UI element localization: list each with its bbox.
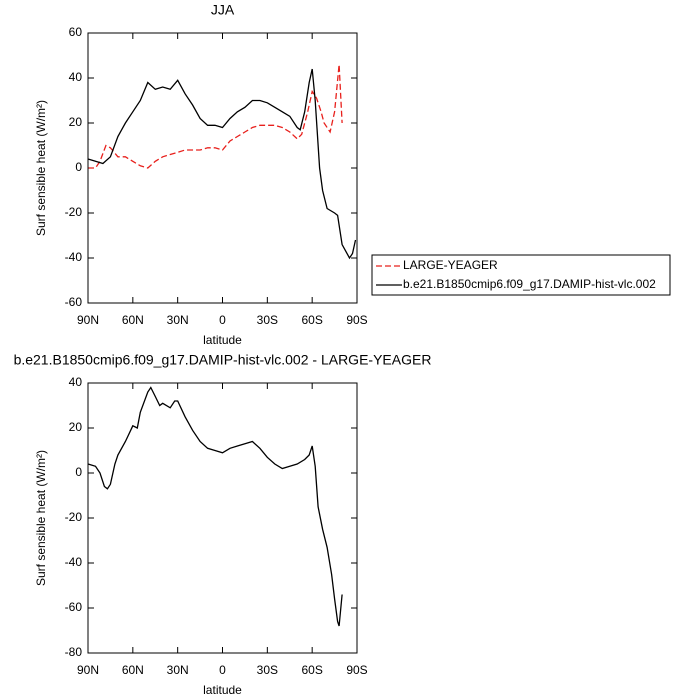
- y-tick-label: -40: [65, 250, 83, 264]
- y-tick-label: -40: [65, 555, 83, 569]
- x-tick-label: 30S: [257, 313, 278, 327]
- data-line: [87, 68, 357, 260]
- chart-title: JJA: [211, 2, 235, 18]
- x-tick-label: 90S: [346, 663, 367, 677]
- data-line: [87, 386, 343, 627]
- x-tick-label: 90S: [346, 313, 367, 327]
- x-tick-label: 30N: [167, 313, 189, 327]
- y-tick-label: -60: [65, 295, 83, 309]
- x-tick-label: 90N: [77, 663, 99, 677]
- x-tick-label: 30S: [257, 663, 278, 677]
- y-tick-label: 20: [69, 115, 83, 129]
- y-tick-label: 60: [69, 25, 83, 39]
- y-tick-label: -20: [65, 205, 83, 219]
- y-axis-label: Surf sensible heat (W/m²): [34, 450, 48, 586]
- chart-title: b.e21.B1850cmip6.f09_g17.DAMIP-hist-vlc.…: [14, 352, 432, 368]
- y-tick-label: -20: [65, 510, 83, 524]
- legend-box: [371, 254, 671, 296]
- x-tick-label: 30N: [167, 663, 189, 677]
- y-tick-label: -80: [65, 645, 83, 659]
- legend-label: b.e21.B1850cmip6.f09_g17.DAMIP-hist-vlc.…: [403, 277, 656, 291]
- x-tick-label: 0: [219, 663, 226, 677]
- x-tick-label: 0: [219, 313, 226, 327]
- y-tick-label: -60: [65, 600, 83, 614]
- x-tick-label: 60S: [301, 663, 322, 677]
- plot-frame: [87, 32, 358, 304]
- x-tick-label: 60N: [122, 313, 144, 327]
- x-axis-label: latitude: [203, 683, 242, 697]
- y-tick-label: 40: [69, 70, 83, 84]
- y-tick-label: 20: [69, 420, 83, 434]
- y-tick-label: 0: [75, 465, 82, 479]
- x-tick-label: 60N: [122, 663, 144, 677]
- y-axis-label: Surf sensible heat (W/m²): [34, 100, 48, 236]
- plot-frame: [87, 382, 358, 654]
- y-tick-label: 40: [69, 375, 83, 389]
- y-tick-label: 0: [75, 160, 82, 174]
- x-axis-label: latitude: [203, 333, 242, 347]
- legend-label: LARGE-YEAGER: [403, 258, 498, 272]
- x-tick-label: 60S: [301, 313, 322, 327]
- data-line: [88, 64, 343, 169]
- x-tick-label: 90N: [77, 313, 99, 327]
